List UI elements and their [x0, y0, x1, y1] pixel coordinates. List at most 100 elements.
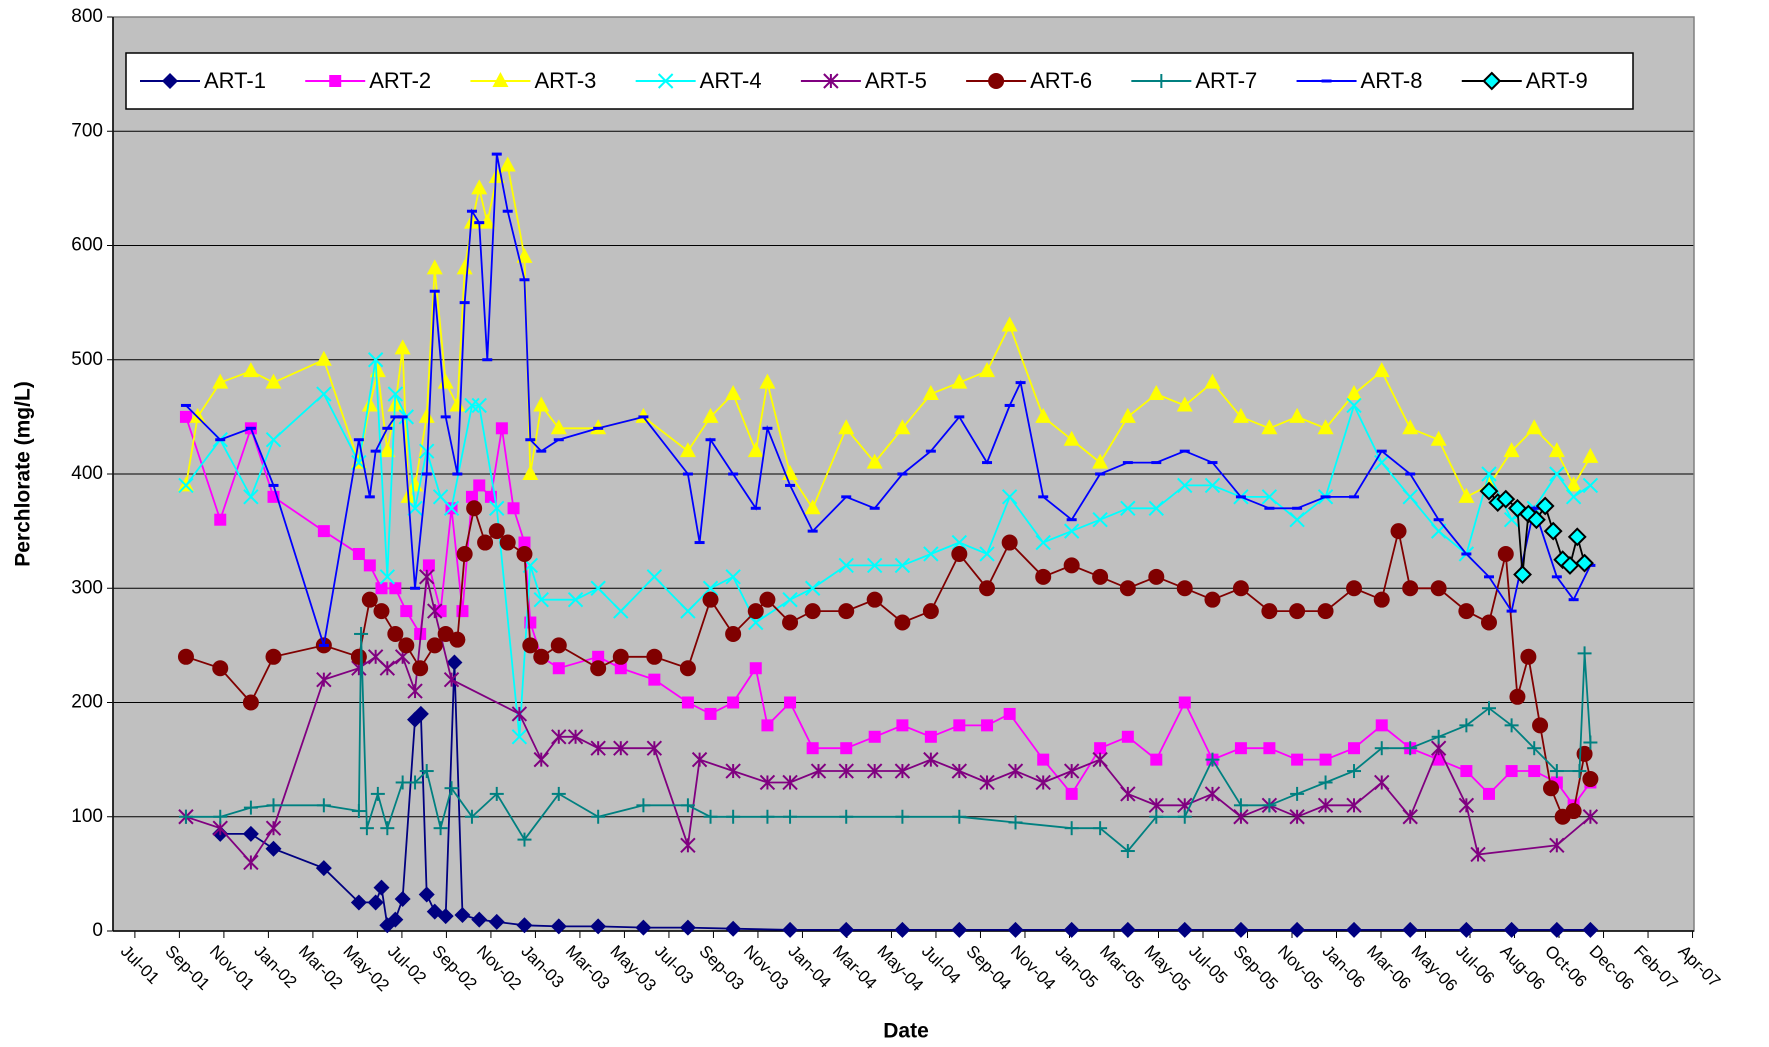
marker-stroke [1481, 466, 1497, 482]
marker-stroke [419, 443, 435, 459]
marker-shape [761, 719, 774, 732]
marker [375, 582, 388, 595]
marker-stroke [1565, 489, 1582, 505]
marker-stroke [657, 73, 674, 89]
marker [1204, 373, 1221, 389]
marker-stroke [680, 603, 696, 619]
marker [646, 648, 663, 665]
marker [471, 911, 488, 928]
marker [1119, 407, 1136, 423]
marker [162, 73, 178, 89]
x-tick-label: Mar-06 [1363, 942, 1415, 994]
marker [265, 648, 282, 665]
marker [951, 921, 968, 938]
marker [1402, 580, 1419, 597]
marker [810, 763, 827, 779]
marker [433, 821, 448, 836]
marker [473, 479, 486, 492]
marker [489, 500, 505, 516]
marker-shape [868, 730, 881, 743]
marker-shape [804, 603, 821, 620]
x-tick-label: Nov-05 [1274, 942, 1326, 994]
marker-shape [1565, 476, 1582, 492]
marker [242, 362, 259, 378]
marker-shape [1148, 568, 1165, 585]
marker-shape [1232, 580, 1249, 597]
marker [1402, 489, 1418, 505]
marker-shape [1007, 921, 1024, 938]
marker-shape [1373, 362, 1390, 378]
marker [1121, 730, 1134, 743]
marker [456, 259, 473, 275]
marker-shape [979, 580, 996, 597]
marker [1526, 510, 1546, 530]
marker [1583, 735, 1598, 750]
marker-shape [479, 213, 496, 229]
marker [387, 911, 404, 928]
marker [1154, 74, 1169, 88]
marker [398, 637, 415, 654]
marker [979, 362, 996, 378]
legend-box [125, 52, 1634, 110]
marker-shape [426, 637, 443, 654]
marker-shape [437, 908, 454, 925]
marker-shape [373, 603, 390, 620]
marker-shape [1204, 373, 1221, 389]
marker-stroke [367, 352, 384, 368]
marker [1063, 523, 1080, 539]
marker [471, 397, 487, 414]
marker [1176, 396, 1193, 412]
marker-shape [951, 373, 968, 389]
marker [351, 804, 366, 819]
x-tick-label: Jan-05 [1051, 942, 1101, 992]
marker [465, 490, 478, 503]
marker-shape [550, 637, 567, 654]
marker [951, 545, 968, 562]
marker-shape [533, 396, 550, 412]
marker [1063, 430, 1080, 446]
marker [1001, 489, 1018, 505]
marker [189, 407, 206, 423]
x-tick-label: Aug-06 [1497, 942, 1549, 994]
marker-shape [1063, 557, 1080, 574]
marker [1430, 430, 1447, 446]
marker [1565, 803, 1582, 820]
marker-shape [1346, 921, 1363, 938]
marker [1204, 477, 1221, 494]
marker-shape [681, 696, 694, 709]
marker-shape [507, 502, 520, 515]
marker [1261, 489, 1278, 505]
marker [866, 591, 883, 608]
marker-shape [894, 921, 911, 938]
legend-label: ART-2 [369, 68, 431, 93]
marker [464, 397, 480, 414]
y-tick-label: 800 [71, 6, 103, 27]
marker [1431, 729, 1446, 744]
marker-stroke [894, 557, 911, 574]
marker-shape [592, 650, 605, 663]
marker [1458, 797, 1475, 814]
marker-shape [412, 705, 429, 722]
marker [646, 569, 663, 585]
marker [522, 465, 539, 480]
marker [443, 500, 460, 516]
legend-label: ART-6 [1030, 68, 1092, 93]
marker [533, 751, 549, 768]
marker [1347, 764, 1362, 779]
y-tick-label: 0 [92, 920, 103, 941]
marker [590, 660, 607, 677]
marker [1496, 489, 1516, 509]
marker [725, 763, 741, 779]
marker [1567, 527, 1587, 547]
y-tick-label: 100 [71, 806, 103, 827]
x-tick-label: Nov-03 [740, 942, 792, 994]
x-tick-label: Oct-06 [1541, 942, 1591, 992]
marker-stroke [1374, 454, 1390, 471]
marker [636, 798, 651, 813]
marker [412, 705, 429, 722]
marker-shape [367, 894, 384, 911]
x-tick-label: Sep-02 [428, 942, 480, 994]
x-tick-label: May-04 [873, 942, 927, 996]
marker [567, 729, 584, 745]
marker-shape [759, 591, 776, 608]
